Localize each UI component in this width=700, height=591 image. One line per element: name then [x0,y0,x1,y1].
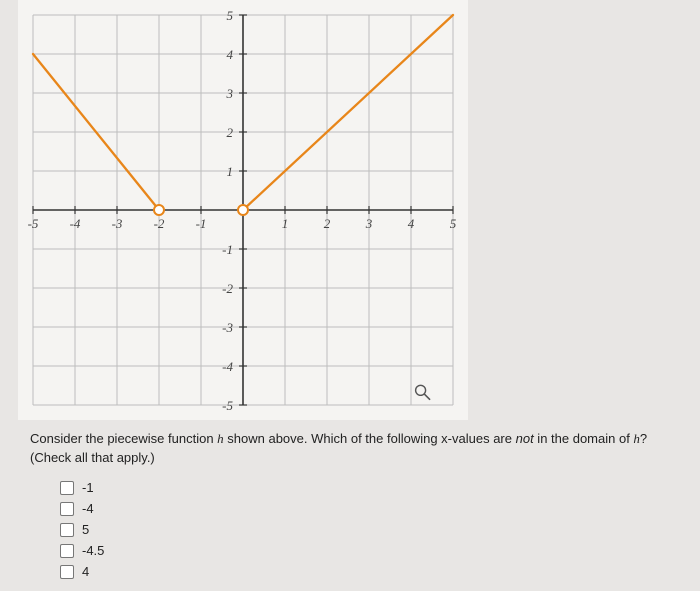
option-row[interactable]: 4 [60,564,104,579]
question-text: Consider the piecewise function h shown … [30,430,680,468]
svg-text:1: 1 [282,216,289,231]
options-list: -1 -4 5 -4.5 4 [60,480,104,585]
svg-text:-3: -3 [222,320,233,335]
svg-text:3: 3 [226,86,234,101]
graph-container: -5 -4 -3 -2 -1 1 2 3 4 5 -5 -4 -3 -2 -1 1 2 3 4 5 [18,0,468,420]
svg-text:-5: -5 [222,398,233,413]
svg-text:-1: -1 [222,242,233,257]
option-row[interactable]: -4.5 [60,543,104,558]
svg-text:-4: -4 [222,359,233,374]
option-row[interactable]: 5 [60,522,104,537]
option-label: 5 [82,522,89,537]
svg-text:4: 4 [408,216,415,231]
question-mid: shown above. Which of the following x-va… [224,431,516,446]
svg-text:-1: -1 [196,216,207,231]
option-label: -4 [82,501,94,516]
checkbox[interactable] [60,565,74,579]
svg-text:-2: -2 [154,216,165,231]
svg-text:-4: -4 [70,216,81,231]
svg-text:-5: -5 [28,216,39,231]
checkbox[interactable] [60,544,74,558]
piecewise-graph: -5 -4 -3 -2 -1 1 2 3 4 5 -5 -4 -3 -2 -1 1 2 3 4 5 [18,0,468,420]
option-label: -1 [82,480,94,495]
checkbox[interactable] [60,481,74,495]
checkbox[interactable] [60,502,74,516]
option-label: -4.5 [82,543,104,558]
option-row[interactable]: -1 [60,480,104,495]
question-em: not [516,431,534,446]
svg-text:-2: -2 [222,281,233,296]
option-row[interactable]: -4 [60,501,104,516]
question-pre: Consider the piecewise function [30,431,217,446]
svg-text:5: 5 [450,216,457,231]
svg-text:3: 3 [365,216,373,231]
checkbox[interactable] [60,523,74,537]
svg-text:-3: -3 [112,216,123,231]
svg-text:2: 2 [324,216,331,231]
svg-text:4: 4 [227,47,234,62]
question-post1: in the domain of [534,431,634,446]
svg-text:1: 1 [227,164,234,179]
svg-text:2: 2 [227,125,234,140]
option-label: 4 [82,564,89,579]
svg-text:5: 5 [227,8,234,23]
